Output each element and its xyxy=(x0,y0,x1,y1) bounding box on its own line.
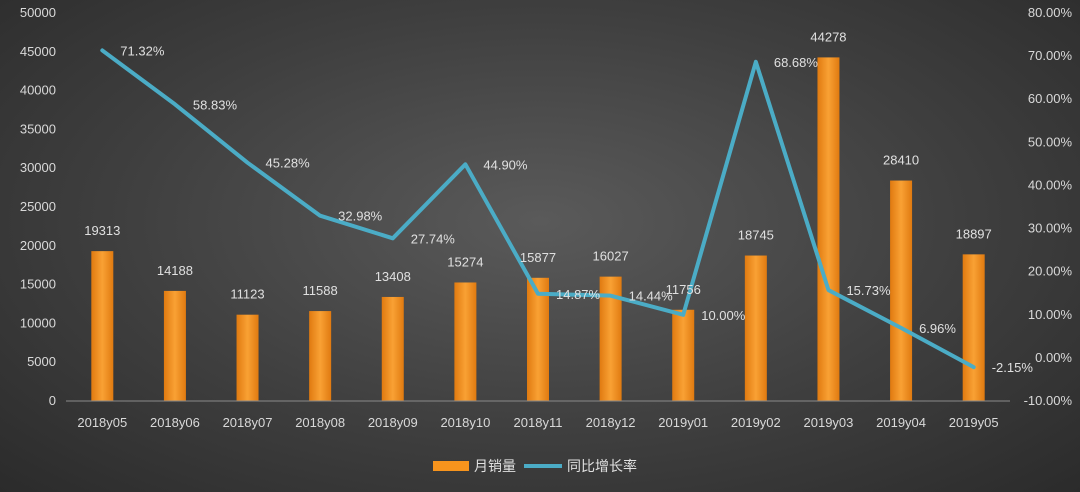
bar-value-label: 18745 xyxy=(738,228,774,243)
bar-2018y06 xyxy=(163,290,186,401)
bar-value-label: 16027 xyxy=(593,249,629,264)
bar-2019y02 xyxy=(744,255,767,401)
category-tick-label: 2018y12 xyxy=(586,415,636,430)
left-tick-label: 40000 xyxy=(20,83,56,98)
category-tick-label: 2018y11 xyxy=(514,415,563,430)
left-tick-label: 45000 xyxy=(20,44,56,59)
line-value-label: 14.87% xyxy=(556,287,601,302)
right-tick-label: 70.00% xyxy=(1028,48,1073,63)
category-tick-label: 2018y05 xyxy=(77,415,127,430)
line-value-label: 27.74% xyxy=(411,231,456,246)
line-value-label: 32.98% xyxy=(338,209,383,224)
bar-2018y12 xyxy=(599,276,622,401)
category-tick-label: 2018y07 xyxy=(223,415,273,430)
category-tick-label: 2018y06 xyxy=(150,415,200,430)
bar-value-label: 15274 xyxy=(447,254,483,269)
bar-value-label: 11123 xyxy=(230,287,264,302)
bar-2019y05 xyxy=(962,254,985,401)
bar-2019y03 xyxy=(817,57,840,402)
bar-value-label: 44278 xyxy=(810,29,846,44)
bar-2018y11 xyxy=(527,277,549,401)
right-tick-label: 80.00% xyxy=(1028,5,1073,20)
legend: 月销量 同比增长率 xyxy=(433,458,637,475)
left-tick-label: 50000 xyxy=(20,5,56,20)
growth-rate-line xyxy=(100,48,976,370)
left-tick-label: 30000 xyxy=(20,160,56,175)
right-tick-label: 50.00% xyxy=(1028,134,1073,149)
category-ticks: 2018y05 2018y06 2018y07 2018y08 2018y09 2018y… xyxy=(77,415,998,430)
line-value-label: 6.96% xyxy=(919,321,956,336)
category-tick-label: 2019y01 xyxy=(658,415,708,430)
bar-2019y04 xyxy=(890,180,913,401)
bar-value-label: 28410 xyxy=(883,153,919,168)
left-tick-label: 10000 xyxy=(20,315,56,330)
right-tick-label: 20.00% xyxy=(1028,264,1073,279)
bar-value-label: 11756 xyxy=(666,282,701,297)
legend-label-line: 同比增长率 xyxy=(567,458,637,475)
line-value-label: 58.83% xyxy=(193,97,238,112)
legend-label-bar: 月销量 xyxy=(474,459,516,475)
line-value-label: 71.32% xyxy=(120,43,165,58)
bar-2019y01 xyxy=(672,309,695,401)
line-value-label: 10.00% xyxy=(701,308,746,323)
left-tick-label: 5000 xyxy=(27,354,56,369)
line-value-label: -2.15% xyxy=(992,360,1034,375)
line-data-labels: 71.32% 58.83% 45.28% 32.98% 27.74% 44.90% 14.8… xyxy=(120,43,1033,375)
left-tick-label: 35000 xyxy=(20,121,56,136)
line-value-label: 68.68% xyxy=(774,55,819,70)
category-tick-label: 2019y05 xyxy=(949,415,999,430)
bar-data-labels: 19313 14188 11123 11588 13408 15274 15877 16027… xyxy=(84,29,992,301)
right-axis-ticks: -10.00% 0.00% 10.00% 20.00% 30.00% 40.00% 50.0… xyxy=(1024,5,1073,408)
bar-2018y09 xyxy=(381,296,404,401)
bar-2018y08 xyxy=(309,311,332,401)
legend-swatch-bar xyxy=(433,461,469,471)
bar-value-label: 15877 xyxy=(520,250,556,265)
right-tick-label: 30.00% xyxy=(1028,221,1073,236)
right-tick-label: 0.00% xyxy=(1035,350,1072,365)
category-tick-label: 2018y09 xyxy=(368,415,418,430)
category-tick-label: 2019y02 xyxy=(731,415,781,430)
right-tick-label: 60.00% xyxy=(1028,91,1073,106)
bar-2018y07 xyxy=(236,314,259,401)
left-tick-label: 0 xyxy=(49,393,56,408)
bar-2018y10 xyxy=(454,282,477,401)
category-tick-label: 2018y10 xyxy=(440,415,490,430)
category-tick-label: 2018y08 xyxy=(295,415,345,430)
left-tick-label: 15000 xyxy=(20,277,56,292)
bar-value-label: 13408 xyxy=(375,269,411,284)
line-value-label: 44.90% xyxy=(483,157,528,172)
left-tick-label: 20000 xyxy=(20,238,56,253)
right-tick-label: 10.00% xyxy=(1028,307,1073,322)
bars-layer xyxy=(91,57,985,402)
bar-value-label: 18897 xyxy=(956,226,992,241)
bar-value-label: 14188 xyxy=(157,263,193,278)
category-tick-label: 2019y03 xyxy=(804,415,854,430)
right-tick-label: -10.00% xyxy=(1024,393,1073,408)
left-axis-ticks: 0 5000 10000 15000 20000 25000 30000 35000 40000… xyxy=(20,5,56,408)
bar-value-label: 19313 xyxy=(84,223,120,238)
line-value-label: 14.44% xyxy=(629,289,674,304)
line-value-label: 15.73% xyxy=(846,283,891,298)
right-tick-label: 40.00% xyxy=(1028,177,1073,192)
left-tick-label: 25000 xyxy=(20,199,56,214)
category-tick-label: 2019y04 xyxy=(876,415,926,430)
line-value-label: 45.28% xyxy=(266,156,311,171)
bar-2018y05 xyxy=(91,251,114,401)
bar-value-label: 11588 xyxy=(303,283,338,298)
